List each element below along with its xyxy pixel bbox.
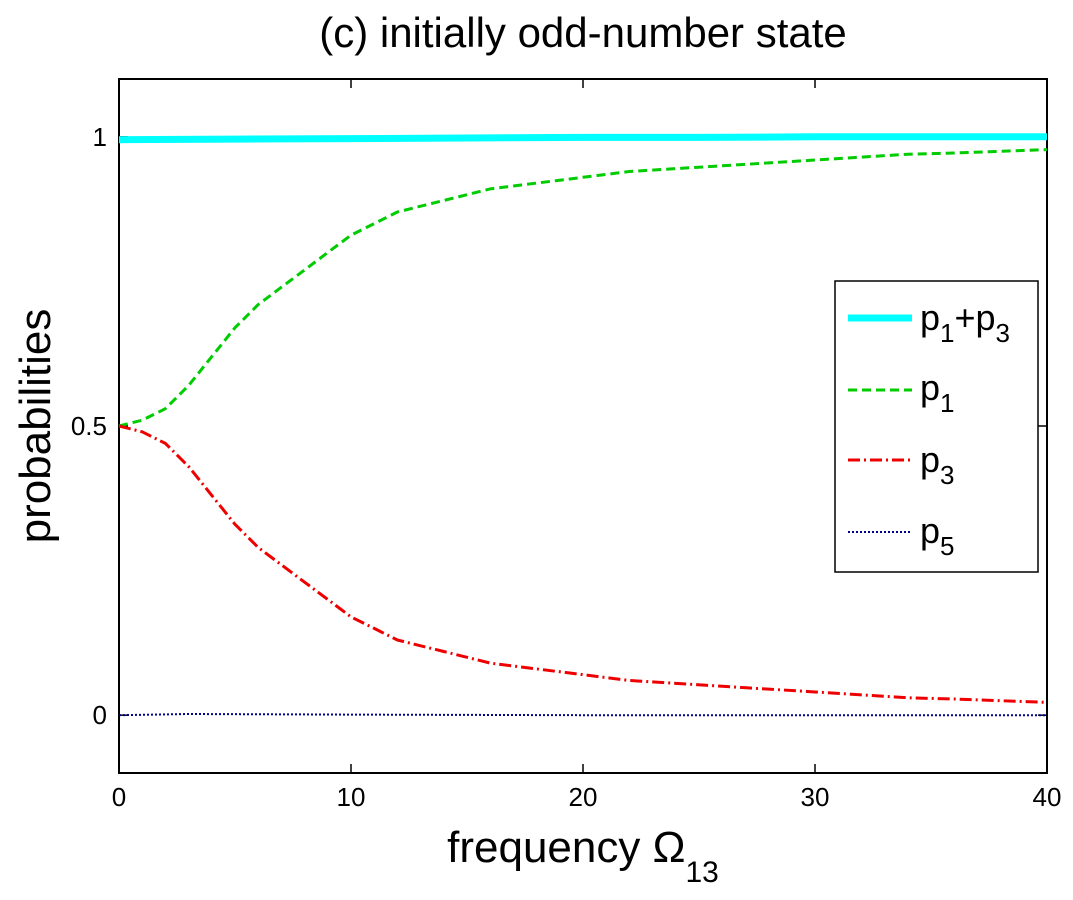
series-line-p1-plus-p3 — [118, 133, 1047, 144]
legend-box — [834, 280, 1039, 573]
y-tick-label-1: 0.5 — [71, 411, 107, 441]
y-tick-label-2: 1 — [93, 122, 107, 152]
series-group — [118, 133, 1048, 717]
x-axis-label-subscript: 13 — [685, 856, 718, 889]
x-axis-label-main: frequency Ω — [447, 823, 685, 872]
x-tick-label-3: 30 — [801, 782, 830, 812]
legend-label-p5: p5 — [920, 510, 955, 561]
x-tick-label-1: 10 — [337, 782, 366, 812]
legend-label-p1: p1 — [920, 367, 955, 418]
series-line-p5 — [118, 713, 1047, 717]
y-axis-label: probabilities — [11, 309, 60, 544]
x-tick-label-4: 40 — [1033, 782, 1062, 812]
x-axis-label: frequency Ω13 — [447, 823, 719, 889]
series-line-p3 — [118, 424, 1048, 704]
x-tick-label-2: 20 — [569, 782, 598, 812]
legend-label-p1p3: p1+p3 — [920, 297, 1010, 348]
series-line-p1 — [118, 148, 1048, 428]
y-tick-label-0: 0 — [93, 700, 107, 730]
legend: p1+p3 p1 p3 p5 — [834, 280, 1039, 573]
x-tick-label-0: 0 — [112, 782, 126, 812]
legend-label-p3: p3 — [920, 439, 955, 490]
ticks-group: 0 10 20 30 40 0 0.5 1 — [71, 79, 1062, 812]
chart-title: (c) initially odd-number state — [319, 9, 847, 56]
